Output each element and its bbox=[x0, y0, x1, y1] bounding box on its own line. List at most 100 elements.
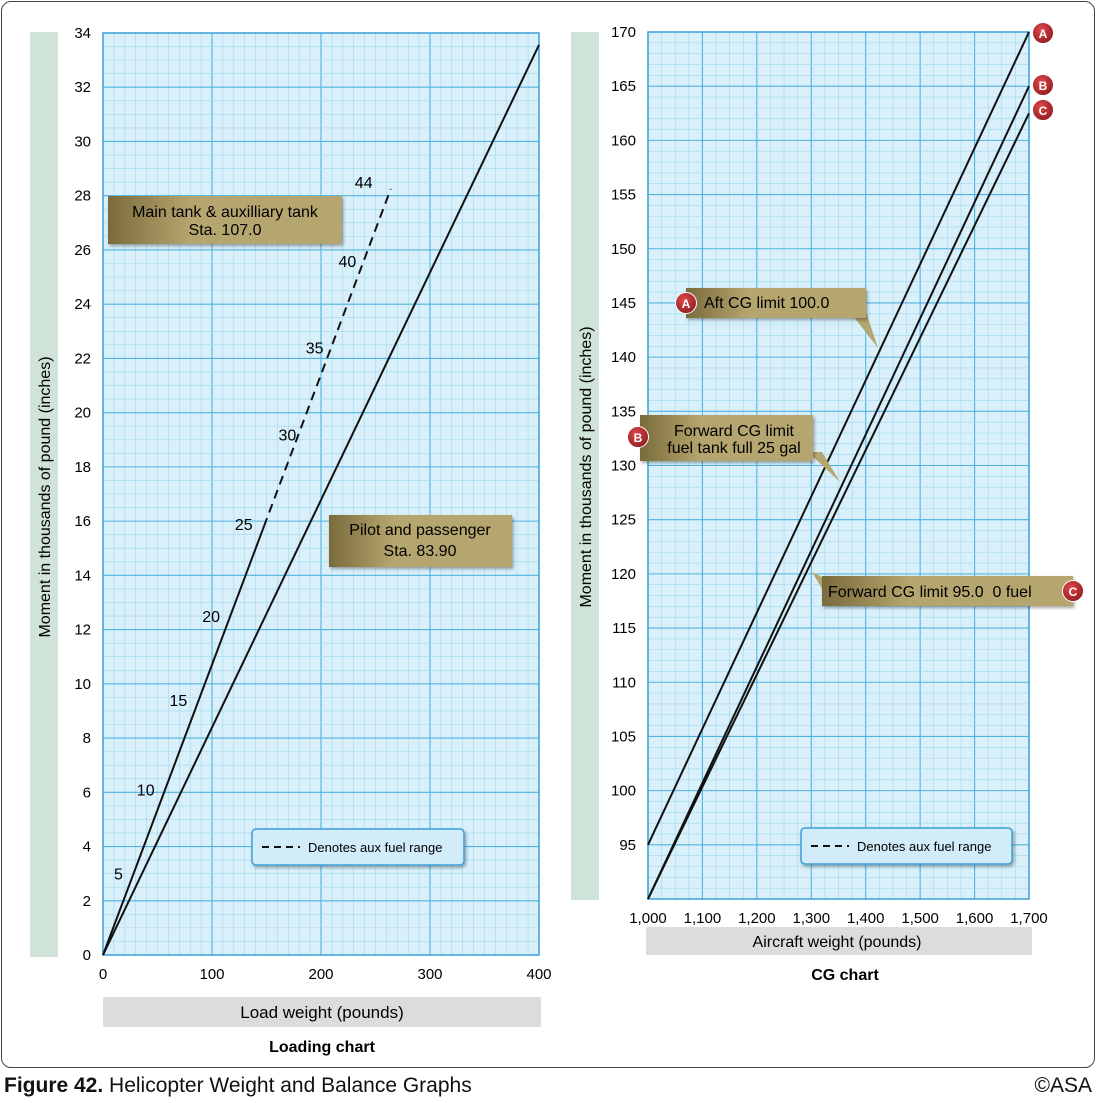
y-tick-label: 18 bbox=[74, 459, 91, 476]
callout-marker-letter: B bbox=[634, 431, 643, 445]
y-tick-label: 10 bbox=[74, 676, 91, 693]
y-tick-label: 120 bbox=[611, 566, 636, 583]
series-line bbox=[647, 112, 1030, 900]
y-axis-band bbox=[30, 32, 58, 957]
x-tick-label: 300 bbox=[417, 966, 442, 983]
figure-number: Figure 42. bbox=[4, 1074, 104, 1097]
callout-marker bbox=[675, 292, 697, 314]
callout-marker-letter: C bbox=[1069, 585, 1078, 599]
x-tick-label: 1,500 bbox=[901, 910, 939, 927]
y-tick-label: 115 bbox=[612, 620, 636, 637]
y-tick-label: 100 bbox=[611, 783, 636, 800]
x-tick-labels: 0 100 200 300 400 bbox=[99, 966, 552, 983]
y-axis-label: Moment in thousands of pound (inches) bbox=[578, 326, 595, 607]
x-axis-band bbox=[646, 927, 1032, 955]
y-tick-label: 12 bbox=[74, 622, 91, 639]
y-tick-label: 34 bbox=[74, 25, 91, 42]
legend-box bbox=[251, 828, 465, 866]
marker-a: A bbox=[1032, 22, 1054, 44]
y-tick-label: 2 bbox=[83, 893, 91, 910]
gallon-mark-label: 30 bbox=[279, 427, 297, 444]
marker-letter: A bbox=[1039, 27, 1048, 41]
marker-c: C bbox=[1032, 99, 1054, 121]
y-tick-label: 24 bbox=[74, 296, 91, 313]
y-tick-label: 140 bbox=[611, 349, 636, 366]
x-axis-label: Load weight (pounds) bbox=[240, 1003, 404, 1022]
callout-box bbox=[329, 515, 512, 567]
grid bbox=[648, 32, 1029, 899]
y-tick-label: 8 bbox=[83, 730, 91, 747]
y-tick-label: 0 bbox=[83, 947, 91, 964]
x-tick-label: 1,100 bbox=[684, 910, 722, 927]
x-tick-label: 1,600 bbox=[956, 910, 994, 927]
callout-line: Sta. 107.0 bbox=[189, 222, 262, 239]
y-tick-label: 20 bbox=[74, 405, 91, 422]
callout-line: Sta. 83.90 bbox=[384, 543, 457, 560]
marker-letter: B bbox=[1039, 79, 1048, 93]
callout-line: Forward CG limit 95.0 0 fuel bbox=[828, 584, 1032, 601]
y-tick-label: 26 bbox=[74, 242, 91, 259]
gallon-mark-label: 35 bbox=[306, 341, 324, 358]
callout-forward-cg-full: B Forward CG limit fuel tank full 25 gal bbox=[627, 415, 840, 482]
callout-line: Main tank & auxilliary tank bbox=[132, 204, 319, 221]
figure-canvas: Moment in thousands of pound (inches) Lo… bbox=[30, 22, 1084, 1056]
chart-title: CG chart bbox=[811, 967, 879, 984]
y-tick-label: 130 bbox=[611, 458, 636, 475]
y-tick-label: 110 bbox=[612, 674, 636, 691]
chart-title: Loading chart bbox=[269, 1039, 375, 1056]
marker-circle bbox=[1032, 22, 1054, 44]
y-tick-label: 135 bbox=[611, 403, 636, 420]
callout-box bbox=[686, 288, 866, 318]
y-tick-label: 4 bbox=[83, 839, 91, 856]
y-tick-label: 16 bbox=[74, 513, 91, 530]
legend-text: Denotes aux fuel range bbox=[308, 840, 442, 855]
gallon-marks: 5 10 15 20 25 30 35 40 44 bbox=[114, 175, 373, 884]
figure-frame bbox=[1, 1, 1095, 1068]
series-line bbox=[102, 526, 265, 956]
y-tick-label: 150 bbox=[611, 241, 636, 258]
plot-area: 95 100 105 110 115 120 125 130 135 140 145 150 155 16… bbox=[611, 24, 1048, 927]
callout-pointer bbox=[808, 452, 840, 482]
grid bbox=[103, 33, 539, 955]
callout-line: Forward CG limit bbox=[674, 423, 795, 440]
series-end-markers: A B C bbox=[1032, 22, 1054, 121]
plot-border bbox=[102, 32, 540, 956]
series-line bbox=[102, 44, 540, 956]
x-tick-label: 100 bbox=[199, 966, 224, 983]
gallon-mark-label: 15 bbox=[170, 693, 188, 710]
y-tick-label: 30 bbox=[74, 133, 91, 150]
y-tick-label: 28 bbox=[74, 188, 91, 205]
y-axis-band bbox=[571, 32, 599, 900]
y-tick-label: 6 bbox=[83, 784, 91, 801]
y-tick-label: 155 bbox=[611, 187, 636, 204]
x-tick-label: 400 bbox=[526, 966, 551, 983]
marker-circle bbox=[1032, 99, 1054, 121]
callout-box bbox=[108, 196, 342, 244]
x-axis-band bbox=[103, 997, 541, 1027]
callout-main-tank: Main tank & auxilliary tank Sta. 107.0 bbox=[108, 196, 342, 244]
series-lines bbox=[647, 31, 1030, 900]
callout-box bbox=[640, 415, 813, 461]
gallon-mark-label: 44 bbox=[355, 175, 373, 192]
x-tick-label: 0 bbox=[99, 966, 107, 983]
callout-marker-letter: A bbox=[682, 297, 691, 311]
gallon-mark-label: 10 bbox=[137, 783, 155, 800]
series-line bbox=[647, 85, 1030, 900]
plot-border bbox=[647, 31, 1030, 900]
callout-pilot-passenger: Pilot and passenger Sta. 83.90 bbox=[329, 515, 512, 567]
gallon-mark-label: 5 bbox=[114, 867, 123, 884]
legend-text: Denotes aux fuel range bbox=[857, 839, 991, 854]
callout-marker bbox=[627, 426, 649, 448]
x-tick-label: 1,400 bbox=[847, 910, 885, 927]
x-tick-labels: 1,000 1,100 1,200 1,300 1,400 1,500 1,600 1,700 bbox=[629, 910, 1048, 927]
figure-caption: Figure 42. Helicopter Weight and Balance… bbox=[4, 1074, 472, 1098]
callout-line: fuel tank full 25 gal bbox=[667, 440, 800, 457]
callout-line: Pilot and passenger bbox=[349, 522, 491, 539]
gallon-mark-label: 40 bbox=[338, 254, 356, 271]
legend: Denotes aux fuel range bbox=[800, 827, 1013, 865]
series-lines bbox=[102, 44, 540, 956]
callout-box bbox=[822, 576, 1073, 606]
figure-title: Helicopter Weight and Balance Graphs bbox=[109, 1074, 472, 1097]
